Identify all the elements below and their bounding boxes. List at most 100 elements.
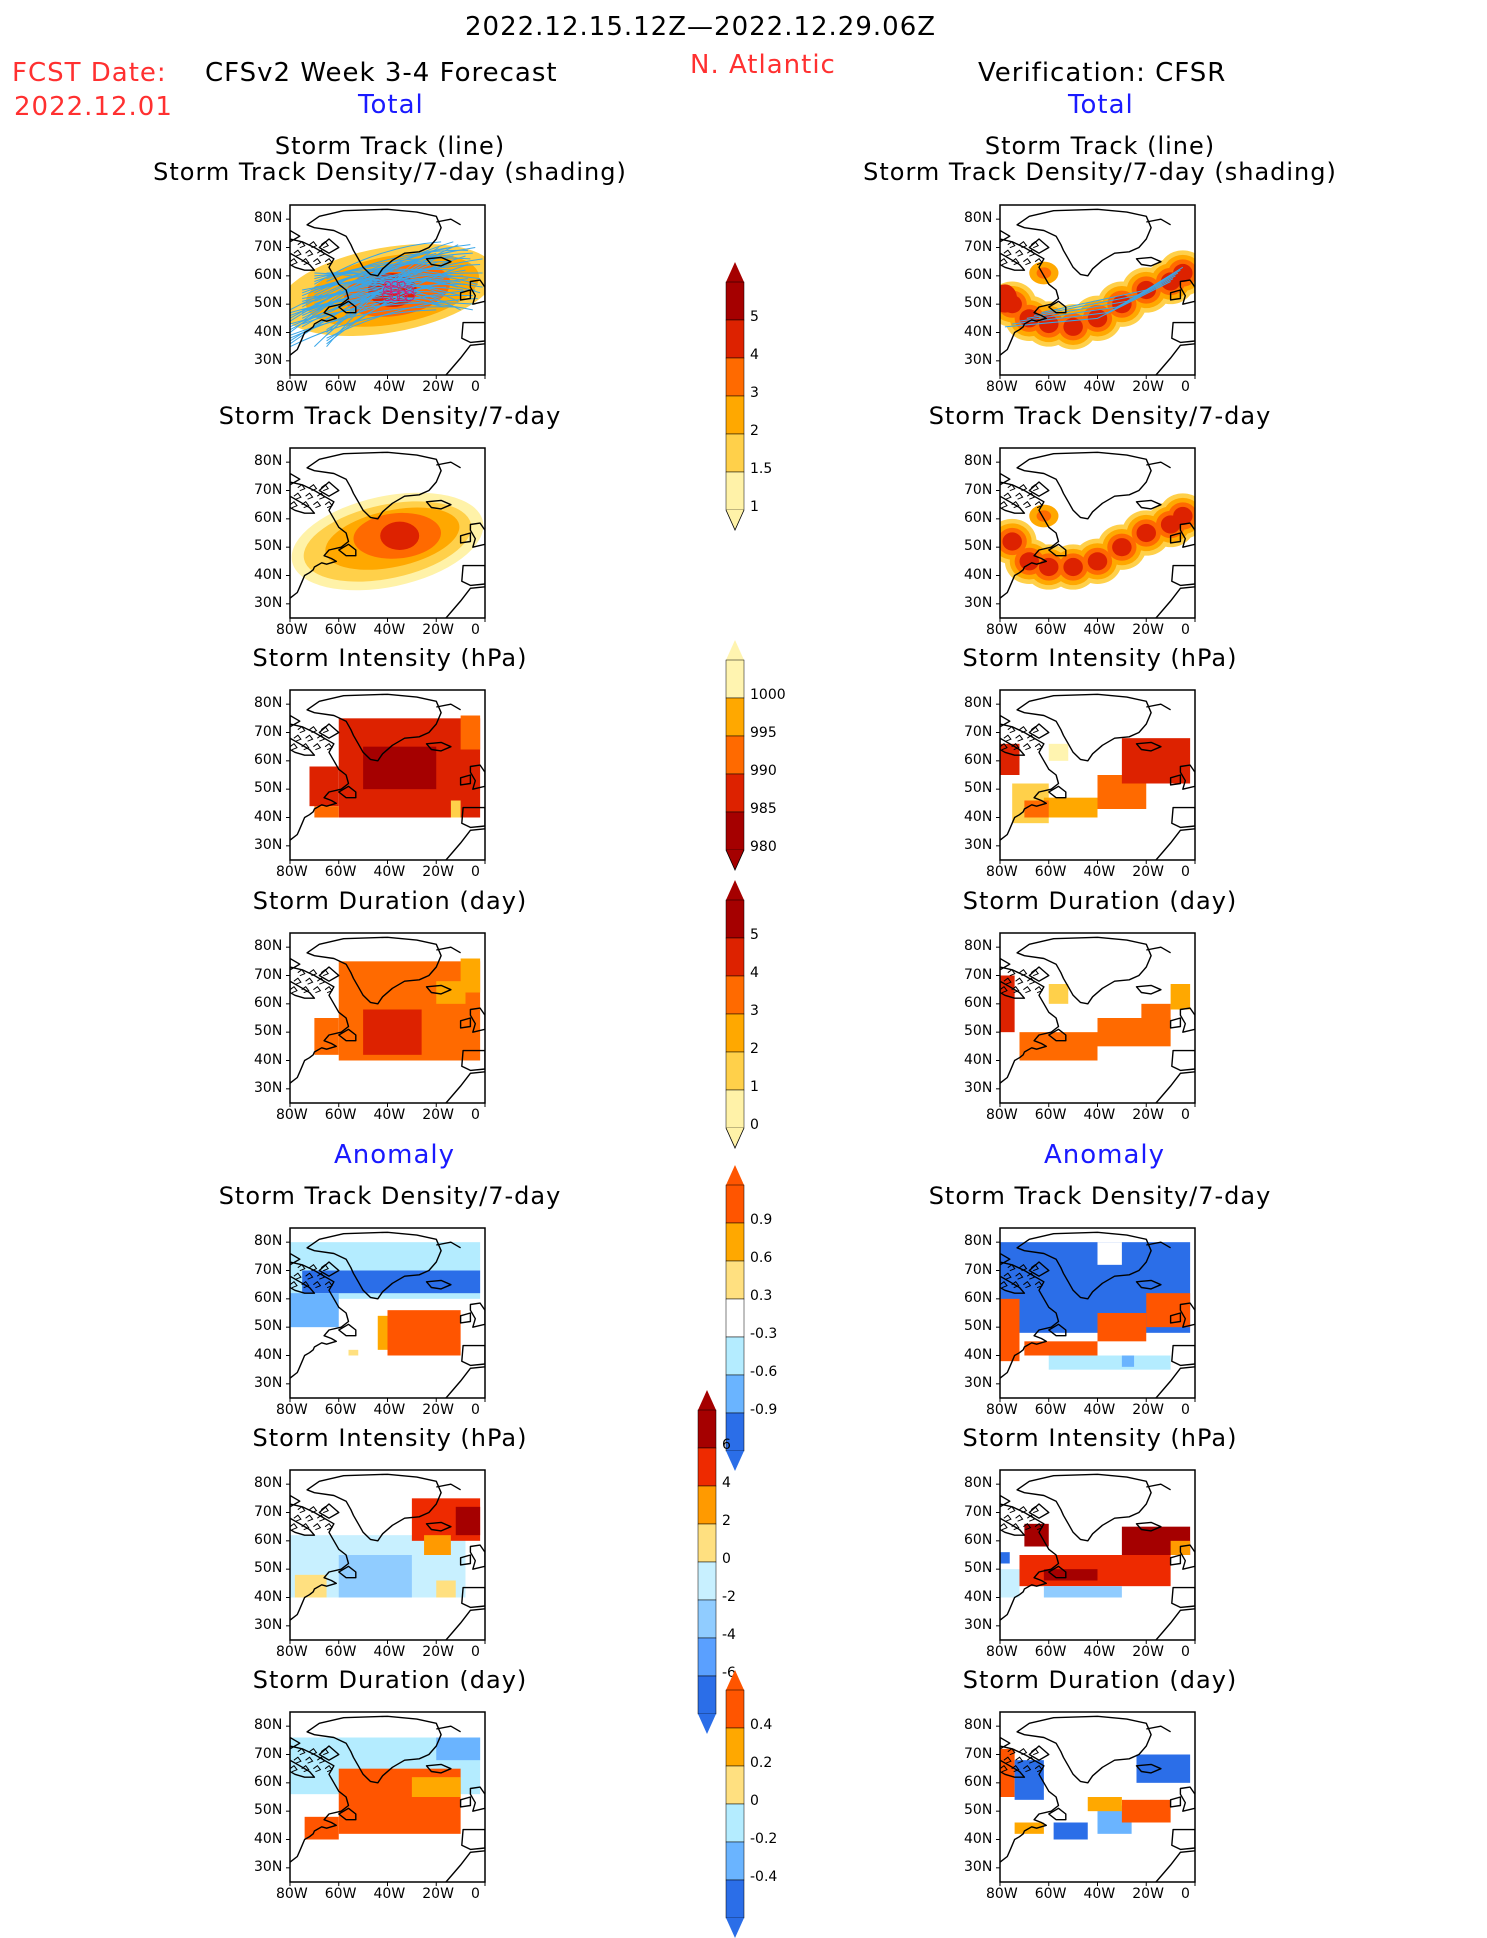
colorbar-tick-label: 985	[750, 800, 777, 817]
lon-tick-label: 0	[1181, 1402, 1190, 1418]
lat-tick-label: 60N	[964, 994, 993, 1011]
model-title: CFSv2 Week 3-4 Forecast	[205, 58, 558, 88]
lon-tick-label: 60W	[1034, 1644, 1067, 1660]
lon-tick-label: 60W	[324, 1886, 357, 1902]
title-density-left: Storm Track Density/7-day	[218, 402, 562, 430]
lat-tick-label: 80N	[964, 1233, 993, 1250]
lat-tick-label: 60N	[964, 266, 993, 283]
colorbar-tick-label: 0.2	[750, 1754, 773, 1771]
title-track-shading-left: Storm Track Density/7-day (shading)	[153, 158, 627, 186]
lat-tick-label: 70N	[964, 966, 993, 983]
lon-tick-label: 60W	[1034, 1107, 1067, 1123]
lon-tick-label: 60W	[1034, 1402, 1067, 1418]
map-svg	[286, 1227, 486, 1402]
colorbar-tick-label: 4	[722, 1474, 731, 1491]
lat-tick-label: 30N	[254, 351, 283, 368]
lat-tick-label: 60N	[254, 266, 283, 283]
colorbar-tick-label: 1	[750, 498, 759, 515]
lon-tick-label: 0	[471, 864, 480, 880]
map-intensity-anom-left: 80N 70N 60N 50N 40N 30N 80W 60W 40W 20W 0	[254, 1469, 495, 1670]
lon-tick-label: 0	[471, 1402, 480, 1418]
title-duration-anom-left: Storm Duration (day)	[252, 1666, 528, 1694]
section-total-left: Total	[358, 90, 424, 120]
lon-tick-label: 80W	[986, 379, 1018, 395]
lon-tick-label: 20W	[1132, 1644, 1164, 1660]
lon-tick-label: 80W	[276, 1107, 308, 1123]
lat-tick-label: 50N	[254, 538, 283, 555]
lon-tick-label: 40W	[373, 622, 406, 638]
map-duration-right: 80N 70N 60N 50N 40N 30N 80W 60W 40W 20W 0	[964, 932, 1205, 1133]
lon-tick-label: 0	[471, 379, 480, 395]
lon-tick-label: 20W	[1132, 1886, 1164, 1902]
title-intensity-left: Storm Intensity (hPa)	[252, 644, 528, 672]
colorbar-density-total: 5 4 3 2 1.5 1	[718, 262, 798, 531]
map-density-left: 80N 70N 60N 50N 40N 30N 80W 60W 40W 20W 0	[254, 447, 495, 648]
fcst-date-label: FCST Date:	[12, 58, 167, 88]
map-svg	[996, 1469, 1196, 1644]
map-svg	[286, 204, 486, 379]
lat-tick-label: 80N	[964, 210, 993, 227]
lon-tick-label: 40W	[1083, 1402, 1116, 1418]
lat-tick-label: 50N	[254, 295, 283, 312]
colorbar-svg	[725, 262, 745, 531]
lat-tick-label: 40N	[964, 323, 993, 340]
lat-tick-label: 70N	[964, 1503, 993, 1520]
lon-tick-label: 0	[471, 622, 480, 638]
lon-tick-label: 40W	[1083, 1886, 1116, 1902]
lon-tick-label: 20W	[422, 1107, 454, 1123]
colorbar-tick-label: 0	[750, 1792, 759, 1809]
lat-tick-label: 60N	[964, 1531, 993, 1548]
lat-tick-label: 40N	[964, 1051, 993, 1068]
colorbar-density-anom: 0.9 0.6 0.3 -0.3 -0.6 -0.9	[718, 1165, 798, 1471]
lat-tick-label: 30N	[254, 1616, 283, 1633]
lon-tick-label: 60W	[1034, 622, 1067, 638]
lon-tick-label: 0	[1181, 1886, 1190, 1902]
lat-tick-label: 80N	[964, 1475, 993, 1492]
lat-tick-label: 70N	[964, 481, 993, 498]
lon-tick-label: 40W	[373, 379, 406, 395]
lat-tick-label: 30N	[964, 1079, 993, 1096]
lon-tick-label: 40W	[1083, 864, 1116, 880]
lon-tick-label: 80W	[986, 1107, 1018, 1123]
lat-tick-label: 70N	[254, 1261, 283, 1278]
map-svg	[996, 932, 1196, 1107]
lat-tick-label: 50N	[254, 1318, 283, 1335]
colorbar-tick-label: 5	[750, 926, 759, 943]
colorbar-tick-label: 0.3	[750, 1287, 773, 1304]
lat-tick-label: 60N	[254, 1531, 283, 1548]
lon-tick-label: 80W	[986, 1886, 1018, 1902]
colorbar-svg	[697, 1390, 717, 1734]
colorbar-tick-label: 2	[722, 1512, 731, 1529]
colorbar-tick-label: -0.6	[750, 1363, 778, 1380]
map-svg	[996, 447, 1196, 622]
lon-tick-label: 40W	[373, 1402, 406, 1418]
lon-tick-label: 80W	[986, 1402, 1018, 1418]
lat-tick-label: 70N	[964, 1745, 993, 1762]
colorbar-tick-label: 1	[750, 1078, 759, 1095]
colorbar-tick-label: 4	[750, 964, 759, 981]
map-duration-anom-right: 80N 70N 60N 50N 40N 30N 80W 60W 40W 20W 0	[964, 1711, 1205, 1912]
lat-tick-label: 70N	[964, 723, 993, 740]
colorbar-tick-label: 0.4	[750, 1716, 773, 1733]
title-duration-left: Storm Duration (day)	[252, 887, 528, 915]
lon-tick-label: 20W	[422, 864, 454, 880]
lat-tick-label: 60N	[254, 751, 283, 768]
lat-tick-label: 60N	[254, 1773, 283, 1790]
lon-tick-label: 80W	[276, 864, 308, 880]
lat-tick-label: 80N	[254, 938, 283, 955]
lon-tick-label: 40W	[373, 1107, 406, 1123]
map-duration-anom-left: 80N 70N 60N 50N 40N 30N 80W 60W 40W 20W 0	[254, 1711, 495, 1912]
colorbar-tick-label: -2	[722, 1588, 736, 1605]
lon-tick-label: 20W	[1132, 379, 1164, 395]
lon-tick-label: 0	[471, 1107, 480, 1123]
lon-tick-label: 40W	[373, 864, 406, 880]
colorbar-tick-label: 990	[750, 762, 777, 779]
lat-tick-label: 40N	[254, 1051, 283, 1068]
lon-tick-label: 80W	[986, 864, 1018, 880]
title-track-line-right: Storm Track (line)	[984, 132, 1216, 160]
lat-tick-label: 40N	[254, 323, 283, 340]
lat-tick-label: 60N	[254, 1289, 283, 1306]
lat-tick-label: 50N	[964, 1023, 993, 1040]
colorbar-tick-label: 980	[750, 838, 777, 855]
lon-tick-label: 40W	[373, 1886, 406, 1902]
